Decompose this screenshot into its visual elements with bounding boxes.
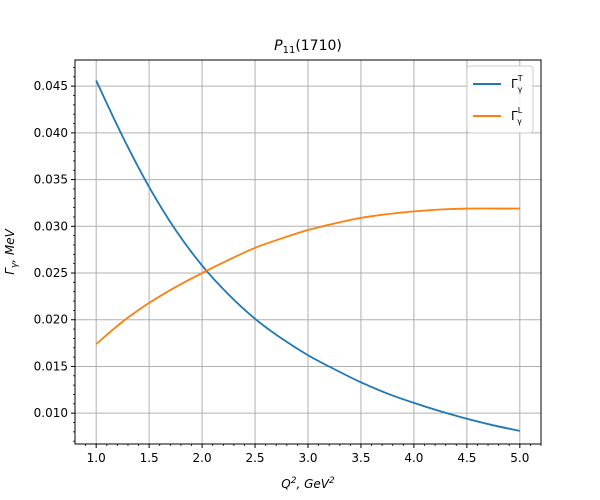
legend: ΓT γ ΓL γ [466,65,534,134]
title-main: P [274,38,283,54]
y-tick-label: 0.010 [34,406,68,420]
title-sub: 11 [283,45,296,56]
x-label-sup: 2 [291,476,297,486]
legend-0-base: Γ [511,77,518,91]
legend-label-transverse: ΓT γ [511,74,523,94]
y-label-rest: , MeV [3,228,17,262]
axis-ticks [71,67,542,448]
x-tick-label: 3.5 [351,451,370,465]
y-tick-label: 0.015 [34,359,68,373]
x-label-unit: , GeV [296,477,329,491]
legend-0-sub: γ [518,85,523,94]
title-suffix: (1710) [295,38,342,54]
x-tick-label: 2.0 [193,451,212,465]
y-tick-label: 0.040 [34,126,68,140]
series-line-transverse [95,80,521,432]
y-label-sub: γ [10,262,20,268]
x-tick-label: 4.0 [404,451,423,465]
y-tick-label: 0.045 [34,79,68,93]
legend-box [466,65,534,134]
y-tick-label: 0.030 [34,219,68,233]
legend-0-sup: T [517,74,523,83]
x-label-unit-sup: 2 [329,476,335,486]
x-tick-label: 2.5 [245,451,264,465]
legend-1-sub: γ [517,117,522,126]
y-label-base: Γ [3,267,17,275]
series-lines [95,80,521,432]
y-tick-label: 0.020 [34,313,68,327]
x-label-base: Q [281,477,290,491]
x-tick-label: 3.0 [298,451,317,465]
x-tick-label: 1.0 [87,451,106,465]
x-tick-label: 5.0 [510,451,529,465]
chart-title: P11(1710) [274,38,342,56]
axis-tick-labels: 1.0 1.5 2.0 2.5 3.0 3.5 4.0 4.5 5.0 0.010 0.015 0.0… [34,79,530,465]
series-line-longitudinal [95,207,520,345]
y-axis-label: Γγ, MeV [3,228,20,274]
legend-1-base: Γ [511,109,518,123]
x-axis-label: Q2, GeV2 [281,476,335,491]
x-tick-label: 4.5 [457,451,476,465]
y-tick-label: 0.025 [34,266,68,280]
y-tick-label: 0.035 [34,173,68,187]
x-tick-label: 1.5 [140,451,159,465]
legend-1-sup: L [518,106,523,115]
legend-label-longitudinal: ΓL γ [511,106,523,126]
